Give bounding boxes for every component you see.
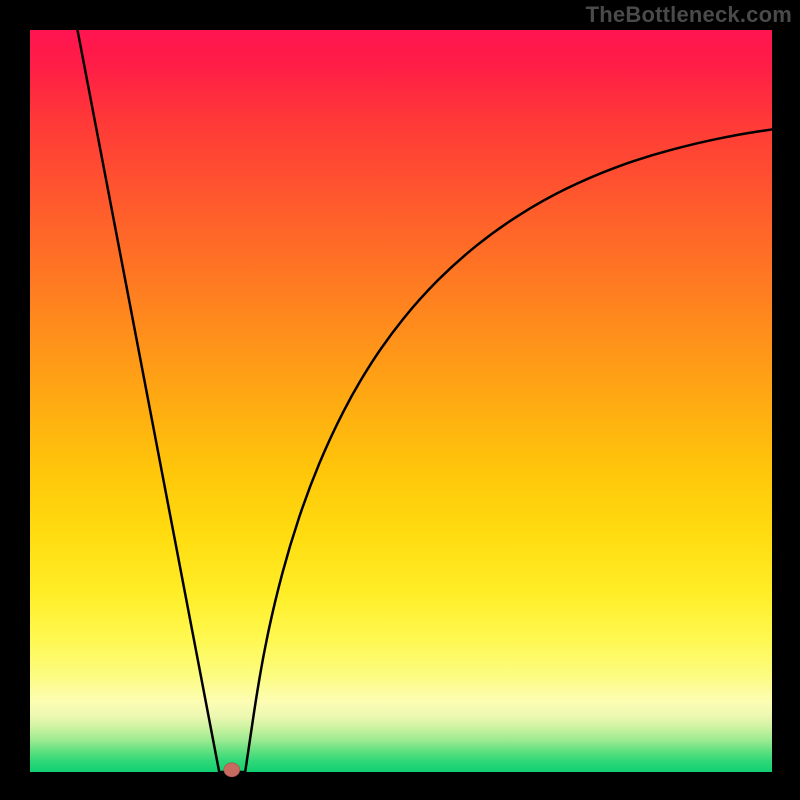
watermark-text: TheBottleneck.com [586, 2, 792, 28]
optimal-point-marker [224, 763, 240, 777]
plot-area-gradient [30, 30, 772, 772]
bottleneck-chart [0, 0, 800, 800]
